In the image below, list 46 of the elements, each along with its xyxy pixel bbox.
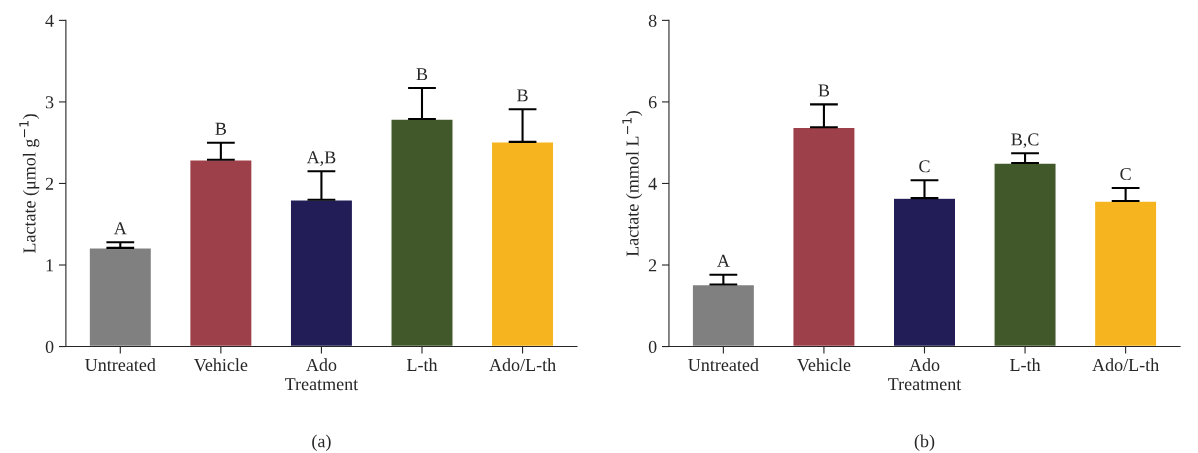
- annotation: A,B: [306, 151, 336, 166]
- x-tick-label: Ado/L-th: [1092, 358, 1159, 372]
- bar: [88, 247, 153, 347]
- annotation: B: [517, 89, 528, 102]
- y-tick-label: 0: [648, 340, 657, 353]
- annotation: B: [416, 68, 428, 81]
- y-tick-label: 3: [45, 96, 54, 109]
- bar: [993, 162, 1057, 347]
- x-tick-label: L-th: [1010, 358, 1041, 372]
- bar: [188, 159, 253, 347]
- bar: [390, 118, 454, 347]
- annotation: B,C: [1011, 133, 1039, 149]
- annotation: B: [215, 122, 226, 135]
- y-tick-label: 8: [648, 14, 657, 27]
- x-tick-label: Ado: [306, 358, 337, 372]
- bar: [892, 197, 957, 347]
- bar: [490, 141, 555, 347]
- x-tick-label: L-th: [406, 358, 438, 372]
- text: (a): [312, 434, 331, 451]
- y-tick-label: 4: [648, 177, 657, 190]
- annotation: A: [113, 222, 127, 235]
- annotation: C: [1120, 167, 1131, 181]
- x-axis-title: Treatment: [284, 378, 359, 391]
- annotation: C: [919, 160, 930, 173]
- x-tick-label: Ado/L-th: [489, 358, 556, 372]
- y-axis-title: Lactate (μmol g$^{−1}$): [19, 114, 40, 254]
- x-tick-label: Untreated: [85, 358, 156, 372]
- annotation: A: [717, 254, 730, 267]
- bar: [1093, 200, 1158, 347]
- y-tick-label: 2: [45, 177, 54, 190]
- x-tick-label: Vehicle: [194, 358, 248, 372]
- x-tick-label: Untreated: [688, 358, 759, 372]
- bar: [691, 283, 756, 347]
- bar: [792, 126, 856, 347]
- text: (b): [914, 434, 935, 451]
- bar: [289, 199, 354, 347]
- y-axis-title: Lactate (mmol L$^{−1}$): [622, 111, 643, 257]
- y-tick-label: 4: [45, 14, 54, 27]
- x-axis-title: Treatment: [888, 378, 962, 391]
- x-tick-label: Ado: [909, 358, 940, 372]
- y-tick-label: 2: [648, 259, 657, 272]
- x-tick-label: Vehicle: [797, 358, 851, 372]
- annotation: B: [818, 84, 830, 97]
- y-tick-label: 0: [45, 340, 54, 353]
- y-tick-label: 6: [648, 96, 657, 109]
- y-tick-label: 1: [46, 259, 53, 272]
